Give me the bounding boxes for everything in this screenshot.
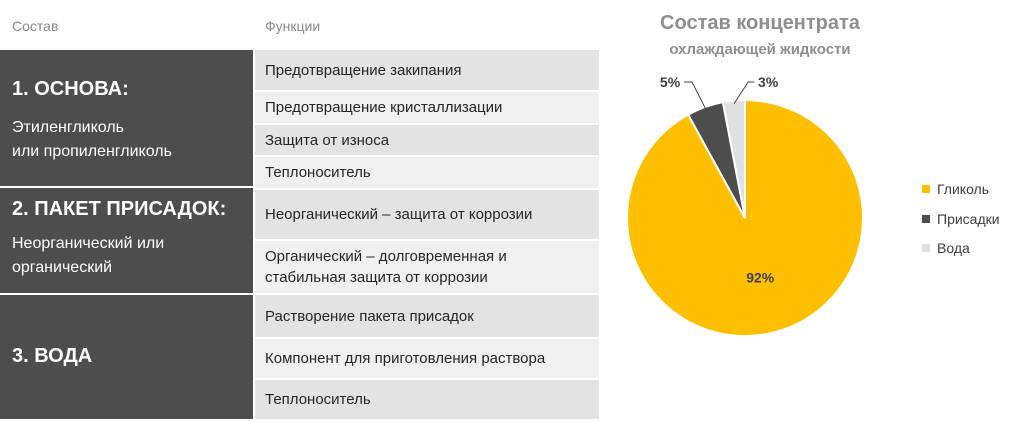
group-base-desc-line1: Этиленгликоль — [12, 119, 124, 136]
leader-line-additives — [684, 81, 707, 111]
group-base-title: 1. ОСНОВА: — [12, 78, 129, 100]
chart-title: Состав концентрата — [660, 12, 860, 34]
function-row: Органический – долговременная и стабильн… — [255, 241, 599, 293]
pie-chart: 92% 5% 3% — [626, 74, 864, 337]
legend-label: Присадки — [937, 211, 1000, 227]
data-label-additives: 5% — [660, 74, 681, 90]
function-text: Теплоноситель — [265, 391, 371, 408]
group-base: 1. ОСНОВА: Этиленгликоль или пропиленгли… — [0, 50, 253, 186]
legend-swatch — [922, 185, 930, 193]
group-base-desc-line2: или пропиленгликоль — [12, 143, 172, 160]
group-additives-desc-line1: Неорганический или — [12, 235, 165, 252]
legend-item-water: Вода — [922, 240, 970, 256]
function-row: Теплоноситель — [255, 157, 599, 188]
function-text-line1: Органический – долговременная и — [265, 248, 507, 265]
function-row: Растворение пакета присадок — [255, 295, 599, 337]
legend-swatch — [922, 244, 930, 252]
legend-item-additives: Присадки — [922, 211, 1000, 227]
function-row: Предотвращение кристаллизации — [255, 92, 599, 123]
function-text: Органический – долговременная и стабильн… — [265, 246, 507, 288]
chart-subtitle: охлаждающей жидкости — [669, 41, 851, 58]
data-label-water: 3% — [758, 74, 779, 90]
group-water: 3. ВОДА — [0, 295, 253, 419]
group-additives-desc: Неорганический или органический — [12, 232, 164, 280]
group-additives-title: 2. ПАКЕТ ПРИСАДОК: — [12, 198, 227, 220]
function-text: Растворение пакета присадок — [265, 307, 474, 325]
legend-label: Гликоль — [937, 181, 990, 197]
function-text: Теплоноситель — [265, 164, 371, 181]
pie-slice-water — [721, 98, 746, 219]
leader-line-water — [733, 81, 755, 104]
function-row: Неорганический – защита от коррозии — [255, 190, 599, 239]
function-text: Неорганический – защита от коррозии — [265, 206, 533, 223]
data-label-glycol: 92% — [746, 269, 775, 285]
function-text: Компонент для приготовления раствора — [265, 350, 546, 367]
function-text: Предотвращение закипания — [265, 61, 462, 79]
function-row: Защита от износа — [255, 125, 599, 155]
legend-swatch — [922, 215, 930, 223]
function-text: Предотвращение кристаллизации — [265, 99, 503, 116]
legend-label: Вода — [937, 240, 970, 256]
group-additives: 2. ПАКЕТ ПРИСАДОК: Неорганический или ор… — [0, 188, 253, 293]
group-additives-desc-line2: органический — [12, 259, 113, 276]
group-base-desc: Этиленгликоль или пропиленгликоль — [12, 116, 172, 164]
header-functions: Функции — [265, 18, 321, 34]
legend-item-glycol: Гликоль — [922, 181, 989, 197]
group-water-title: 3. ВОДА — [12, 345, 93, 367]
function-text-line2: стабильная защита от коррозии — [265, 269, 488, 286]
function-row: Предотвращение закипания — [255, 50, 599, 90]
header-composition: Состав — [12, 18, 59, 34]
function-text: Защита от износа — [265, 131, 390, 149]
function-row: Теплоноситель — [255, 380, 599, 419]
function-row: Компонент для приготовления раствора — [255, 339, 599, 378]
